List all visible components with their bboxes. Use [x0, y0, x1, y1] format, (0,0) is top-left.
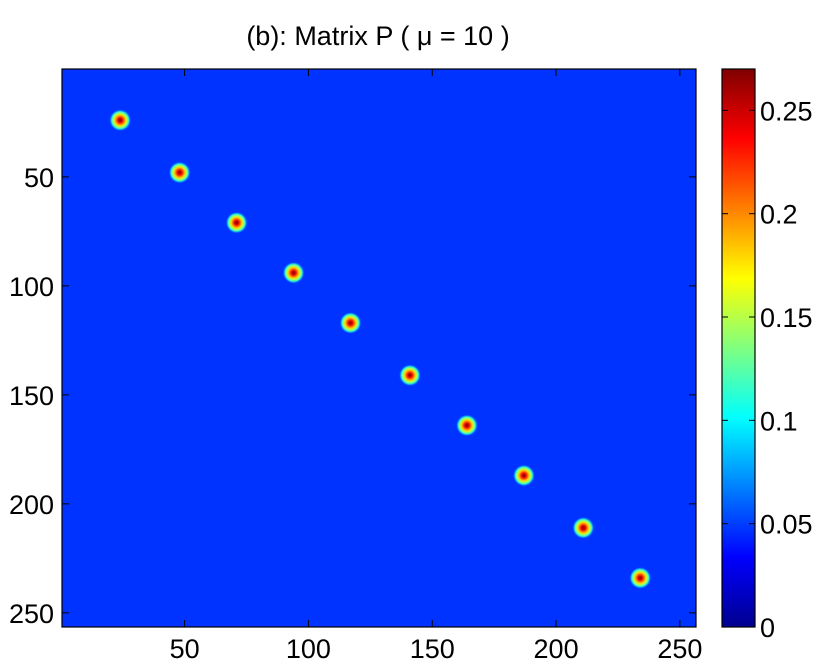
x-tick-label: 150 — [410, 634, 455, 664]
plot-frame — [61, 68, 697, 628]
colorbar-frame — [721, 68, 756, 628]
colorbar-tick-label: 0.05 — [760, 510, 813, 540]
colorbar-tick-label: 0.2 — [760, 200, 798, 230]
colorbar-axis: 0 0.05 0.1 0.15 0.2 0.25 — [722, 96, 813, 643]
colorbar-tick-label: 0 — [760, 613, 775, 643]
heatmap-spot-1 — [109, 109, 132, 132]
x-tick-label: 100 — [286, 634, 331, 664]
heatmap-spot-3 — [225, 211, 248, 234]
colorbar-tick-label: 0.1 — [760, 406, 798, 436]
colorbar — [722, 69, 755, 627]
y-axis: 50 100 150 200 250 — [9, 163, 696, 629]
y-tick-label: 50 — [24, 163, 54, 193]
y-tick-label: 200 — [9, 490, 54, 520]
y-tick-label: 250 — [9, 599, 54, 629]
heatmap-spot-7 — [455, 414, 478, 437]
y-tick-label: 100 — [9, 272, 54, 302]
x-tick-label: 250 — [657, 634, 702, 664]
heatmap-spot-4 — [282, 261, 305, 284]
heatmap-spot-6 — [398, 364, 421, 387]
spots-layer — [109, 109, 652, 589]
colorbar-tick-label: 0.15 — [760, 303, 813, 333]
x-axis: 50 100 150 200 250 — [170, 69, 702, 664]
chart-title: (b): Matrix P ( μ = 10 ) — [246, 21, 509, 51]
x-tick-label: 200 — [534, 634, 579, 664]
heatmap-spot-2 — [168, 161, 191, 184]
plot-area — [62, 69, 696, 627]
colorbar-tick-label: 0.25 — [760, 96, 813, 126]
heatmap-spot-5 — [339, 311, 362, 334]
heatmap-spot-10 — [629, 566, 652, 589]
y-tick-label: 150 — [9, 381, 54, 411]
heatmap-spot-8 — [512, 464, 535, 487]
heatmap-spot-9 — [572, 516, 595, 539]
x-tick-label: 50 — [170, 634, 200, 664]
